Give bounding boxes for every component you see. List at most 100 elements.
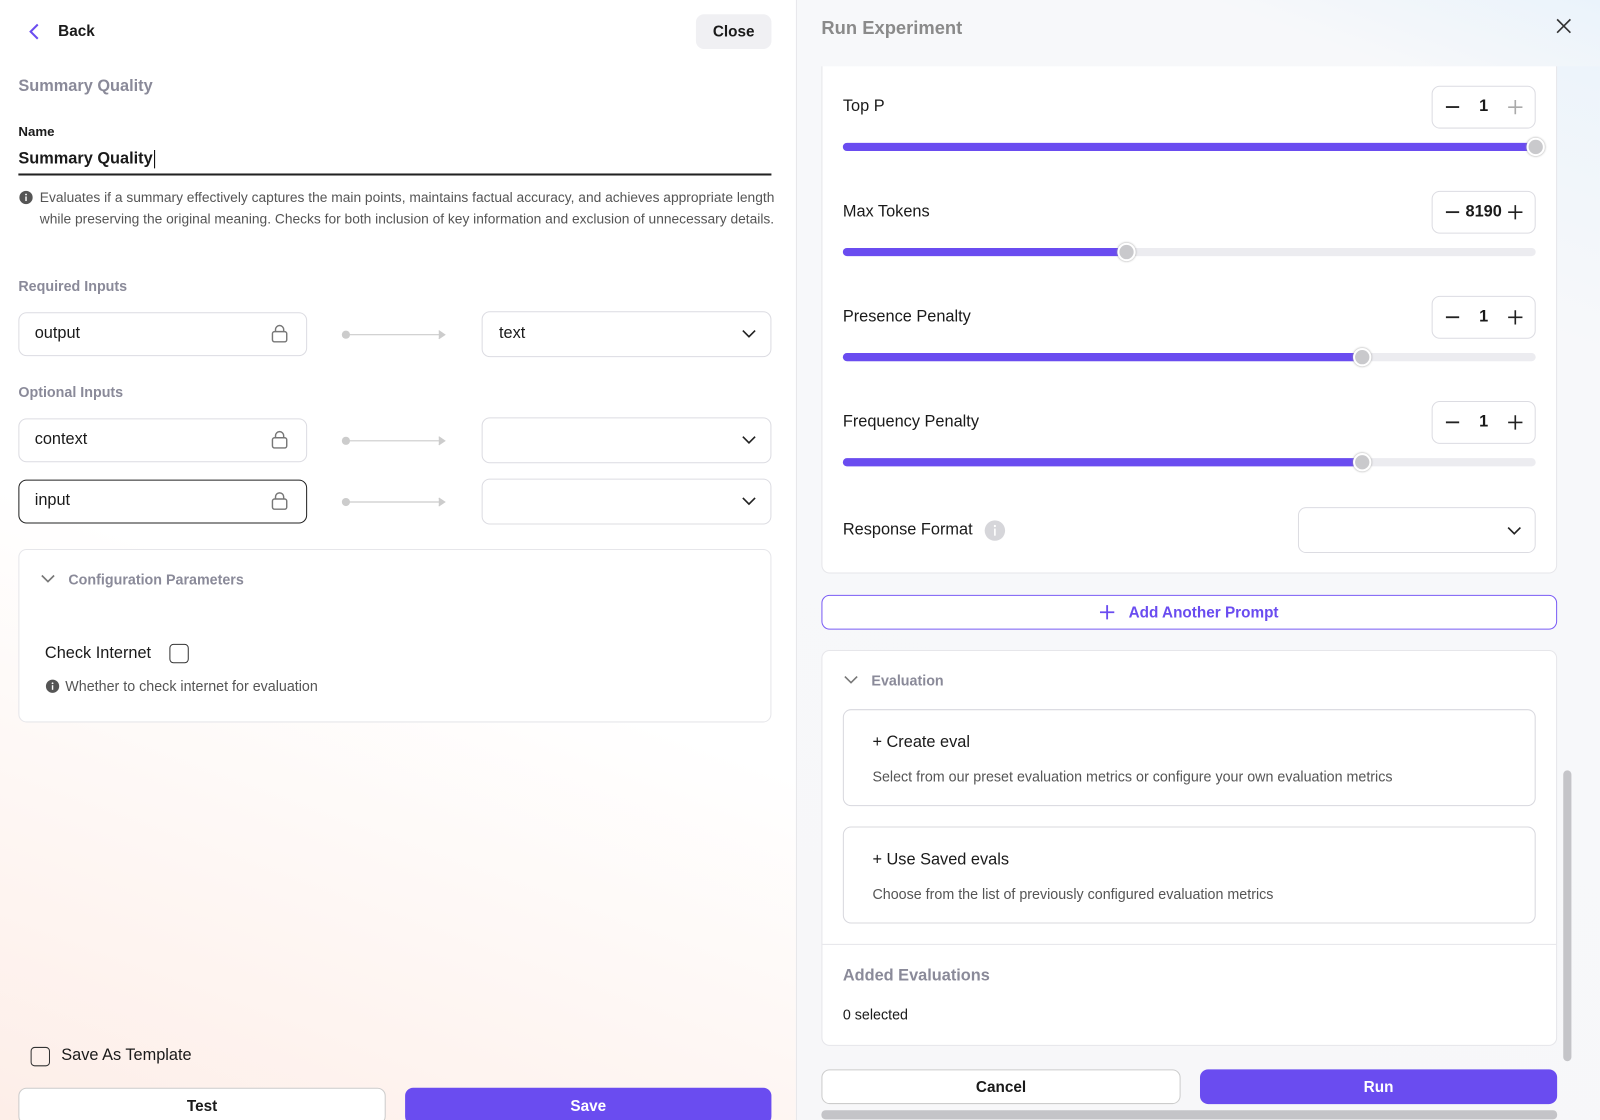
lock-icon — [271, 324, 288, 343]
response-format-label: Response Format — [842, 521, 973, 539]
lock-icon-graphic — [271, 430, 288, 449]
connector — [341, 497, 448, 507]
param-label: Frequency Penalty — [842, 413, 979, 431]
added-count: 0 selected — [842, 1006, 908, 1023]
plus-icon-graphic — [1508, 99, 1523, 115]
slider-fill — [842, 142, 1536, 152]
plus-icon-graphic — [1508, 205, 1523, 220]
param-value[interactable]: 1 — [1479, 97, 1489, 116]
connector-graphic — [341, 497, 446, 507]
slider-fill — [842, 458, 1363, 467]
slider-fill — [842, 247, 1127, 257]
hint: Whether to check internet for evaluation — [65, 677, 318, 694]
added-title: Added Evaluations — [842, 967, 990, 985]
close-button[interactable]: Close — [695, 14, 772, 49]
name-input[interactable]: Summary Quality — [18, 149, 155, 169]
param-value[interactable]: 1 — [1479, 308, 1489, 326]
save-template-label: Save As Template — [61, 1046, 192, 1065]
mapping-select[interactable] — [481, 417, 772, 464]
field-box[interactable] — [18, 418, 308, 463]
param-value[interactable]: 8190 — [1465, 203, 1502, 221]
slider-track[interactable] — [842, 247, 1536, 257]
test-button[interactable]: Test — [18, 1087, 386, 1120]
config-title[interactable]: Configuration Parameters — [68, 571, 244, 588]
field-box[interactable] — [18, 479, 308, 524]
minus-icon-graphic — [1445, 211, 1460, 214]
slider-thumb[interactable] — [1353, 453, 1372, 472]
param-label: Top P — [842, 97, 885, 116]
name-label: Name — [18, 123, 55, 140]
minus-icon[interactable] — [1445, 106, 1460, 108]
config-panel — [18, 548, 772, 723]
chevron-graphic — [742, 436, 756, 445]
scrollbar[interactable] — [821, 1110, 1558, 1120]
lock-icon-graphic — [271, 492, 288, 510]
param-label: Presence Penalty — [842, 308, 971, 326]
eval-option[interactable] — [842, 709, 1536, 807]
save-button[interactable]: Save — [405, 1087, 772, 1120]
chevron[interactable] — [41, 574, 55, 583]
connector — [341, 436, 448, 446]
param-label: Max Tokens — [842, 203, 930, 221]
plus-icon[interactable] — [1508, 415, 1523, 430]
plus-icon[interactable] — [1508, 99, 1523, 115]
chevron — [742, 436, 756, 445]
chevron — [1507, 526, 1521, 535]
name-underline — [18, 173, 772, 176]
param-value[interactable]: 1 — [1479, 413, 1489, 431]
connector-graphic — [341, 330, 446, 340]
field-name: output — [34, 324, 81, 342]
chevron — [742, 497, 756, 506]
checkbox[interactable] — [169, 643, 189, 664]
eval-option[interactable] — [842, 826, 1536, 924]
slider-fill — [842, 353, 1363, 362]
scrollbar[interactable] — [1563, 770, 1572, 1062]
slider-thumb[interactable] — [1353, 347, 1372, 367]
eval-option-description: Choose from the list of previously confi… — [872, 885, 1274, 903]
chevron-graphic — [742, 330, 756, 338]
back-link[interactable]: Back — [58, 22, 95, 41]
checkbox[interactable] — [30, 1046, 50, 1067]
lock-icon-graphic — [271, 324, 288, 343]
header — [796, 0, 1600, 67]
mapping-select[interactable] — [481, 311, 772, 358]
section-title: Optional Inputs — [18, 383, 124, 400]
plus-icon[interactable] — [1508, 205, 1523, 220]
minus-icon[interactable] — [1445, 421, 1460, 424]
connector-graphic — [341, 436, 446, 446]
eval-option-description: Select from our preset evaluation metric… — [872, 768, 1393, 785]
eval-option-title: + Create eval — [872, 733, 971, 752]
back-icon[interactable] — [28, 23, 40, 40]
minus-icon[interactable] — [1445, 316, 1460, 319]
mapping-select[interactable] — [481, 478, 772, 525]
slider-thumb[interactable] — [1117, 242, 1136, 262]
minus-icon-graphic — [1445, 106, 1460, 108]
eval-option-title: + Use Saved evals — [872, 851, 1010, 869]
info-icon — [984, 520, 1006, 541]
chevron — [742, 330, 756, 339]
chevron[interactable] — [844, 675, 858, 685]
info-icon — [19, 190, 33, 205]
field-box[interactable] — [18, 312, 308, 357]
connector — [341, 330, 448, 340]
evaluation-title[interactable]: Evaluation — [871, 672, 944, 689]
stepper[interactable] — [1431, 85, 1536, 129]
plus-icon[interactable] — [1508, 310, 1523, 325]
run-button[interactable]: Run — [1199, 1069, 1558, 1105]
heading: Summary Quality — [18, 77, 153, 95]
cancel-button[interactable]: Cancel — [821, 1069, 1181, 1105]
response-format-select[interactable] — [1297, 507, 1536, 554]
minus-icon[interactable] — [1445, 211, 1460, 214]
lock-icon — [271, 492, 288, 510]
plus-icon — [1100, 605, 1115, 620]
divider — [822, 943, 1557, 945]
plus-icon-graphic — [1508, 415, 1523, 430]
add-prompt-button[interactable]: Add Another Prompt — [821, 594, 1558, 630]
close-icon[interactable] — [1556, 18, 1571, 34]
dialog-title: Run Experiment — [821, 17, 963, 39]
slider-thumb[interactable] — [1526, 137, 1545, 157]
field-name: input — [34, 491, 71, 510]
minus-icon-graphic — [1445, 421, 1460, 424]
